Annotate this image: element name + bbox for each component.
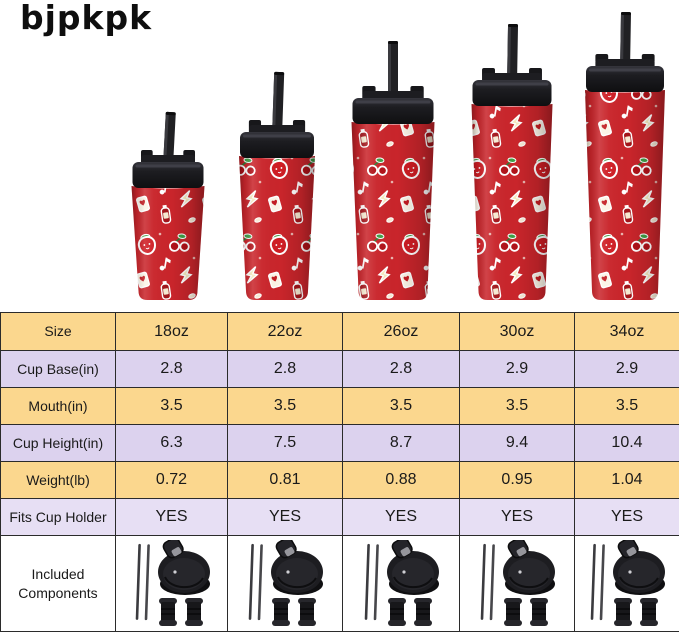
cell-fits-cup-holder-34oz: YES (574, 498, 679, 536)
gasket-plugs-icon (272, 597, 316, 626)
included-components-graphic (135, 536, 210, 626)
cell-weight-lb-30oz: 0.95 (459, 461, 575, 499)
cell-cup-base-in-30oz: 2.9 (459, 350, 575, 388)
cell-cup-base-in-22oz: 2.8 (227, 350, 343, 388)
cell-fits-cup-holder-22oz: YES (227, 498, 343, 536)
tumbler-34oz (585, 11, 665, 300)
brand-logo: bjpkpk (20, 0, 153, 37)
table-row-fits-cup-holder: Fits Cup Holder YES YES YES YES YES (0, 498, 679, 536)
gasket-plugs-icon (504, 597, 548, 626)
column-header-26oz: 26oz (342, 312, 460, 351)
cell-cup-height-in-26oz: 8.7 (342, 424, 460, 462)
flip-top-lid-icon (271, 536, 323, 595)
cell-cup-base-in-26oz: 2.8 (342, 350, 460, 388)
tumbler-30oz (471, 23, 553, 300)
cell-fits-cup-holder-18oz: YES (115, 498, 228, 536)
table-row-cup-base-in: Cup Base(in) 2.8 2.8 2.8 2.9 2.9 (0, 350, 679, 388)
table-row-mouth-in: Mouth(in) 3.5 3.5 3.5 3.5 3.5 (0, 387, 679, 425)
flip-top-lid-icon (157, 536, 210, 595)
spec-table: Size 18oz 22oz 26oz 30oz 34oz Cup Base(in) 2.… (0, 312, 679, 632)
flip-top-lid-icon (503, 536, 555, 595)
cup-body-shading (131, 186, 205, 300)
table-row-weight-lb: Weight(lb) 0.72 0.81 0.88 0.95 1.04 (0, 461, 679, 499)
tumbler-26oz (351, 41, 435, 300)
straw-pair-icon (248, 543, 263, 620)
cup-lid (472, 68, 552, 106)
column-header-22oz: 22oz (227, 312, 343, 351)
cell-mouth-in-22oz: 3.5 (227, 387, 343, 425)
cell-weight-lb-26oz: 0.88 (342, 461, 460, 499)
row-label-included-components: Included Components (0, 535, 116, 632)
included-components-graphic (248, 536, 323, 626)
cell-mouth-in-30oz: 3.5 (459, 387, 575, 425)
cup-lid (352, 86, 434, 124)
included-components-graphic (480, 536, 555, 626)
straw-icon (619, 11, 631, 73)
included-components-graphic (364, 536, 439, 626)
straw-pair-icon (590, 543, 605, 620)
cell-cup-base-in-34oz: 2.9 (574, 350, 679, 388)
cup-lid (240, 120, 314, 158)
cup-body-shading (351, 122, 435, 300)
straw-pair-icon (480, 543, 495, 620)
flip-top-lid-icon (387, 536, 439, 595)
straw-pair-icon (135, 543, 150, 620)
straw-icon (388, 41, 398, 104)
row-label-fits-cup-holder: Fits Cup Holder (0, 498, 116, 536)
cell-weight-lb-22oz: 0.81 (227, 461, 343, 499)
cell-mouth-in-18oz: 3.5 (115, 387, 228, 425)
cell-weight-lb-18oz: 0.72 (115, 461, 228, 499)
included-components-cell-34oz (574, 535, 679, 632)
cell-mouth-in-34oz: 3.5 (574, 387, 679, 425)
included-components-cell-26oz (342, 535, 460, 632)
straw-icon (162, 111, 176, 169)
cell-cup-height-in-18oz: 6.3 (115, 424, 228, 462)
row-label-weight-lb: Weight(lb) (0, 461, 116, 499)
flip-top-lid-icon (613, 536, 665, 595)
column-header-30oz: 30oz (459, 312, 575, 351)
cell-cup-height-in-34oz: 10.4 (574, 424, 679, 462)
straw-icon (271, 71, 285, 139)
size-row-label: Size (0, 312, 116, 351)
straw-pair-icon (364, 543, 379, 620)
included-components-graphic (590, 536, 665, 626)
row-label-cup-base-in: Cup Base(in) (0, 350, 116, 388)
cup-body-shading (239, 156, 315, 300)
cell-cup-height-in-22oz: 7.5 (227, 424, 343, 462)
tumbler-22oz (239, 71, 315, 300)
table-row-cup-height-in: Cup Height(in) 6.3 7.5 8.7 9.4 10.4 (0, 424, 679, 462)
cup-body-shading (585, 90, 665, 300)
cell-fits-cup-holder-26oz: YES (342, 498, 460, 536)
cup-lid (132, 150, 204, 188)
cell-fits-cup-holder-30oz: YES (459, 498, 575, 536)
tumbler-lineup-image (131, 11, 665, 300)
cell-cup-base-in-18oz: 2.8 (115, 350, 228, 388)
column-header-18oz: 18oz (115, 312, 228, 351)
cup-body-shading (471, 104, 553, 300)
cell-cup-height-in-30oz: 9.4 (459, 424, 575, 462)
cup-lid (586, 54, 664, 92)
gasket-plugs-icon (158, 597, 203, 626)
gasket-plugs-icon (614, 597, 658, 626)
gasket-plugs-icon (388, 597, 432, 626)
included-components-cell-18oz (115, 535, 228, 632)
included-components-cell-30oz (459, 535, 575, 632)
table-row-included-components: Included Components (0, 535, 679, 632)
row-label-mouth-in: Mouth(in) (0, 387, 116, 425)
column-header-34oz: 34oz (574, 312, 679, 351)
cell-weight-lb-34oz: 1.04 (574, 461, 679, 499)
straw-icon (506, 23, 519, 87)
tumbler-18oz (131, 111, 205, 300)
row-label-cup-height-in: Cup Height(in) (0, 424, 116, 462)
included-components-cell-22oz (227, 535, 343, 632)
table-header-row: Size 18oz 22oz 26oz 30oz 34oz (0, 312, 679, 351)
cell-mouth-in-26oz: 3.5 (342, 387, 460, 425)
